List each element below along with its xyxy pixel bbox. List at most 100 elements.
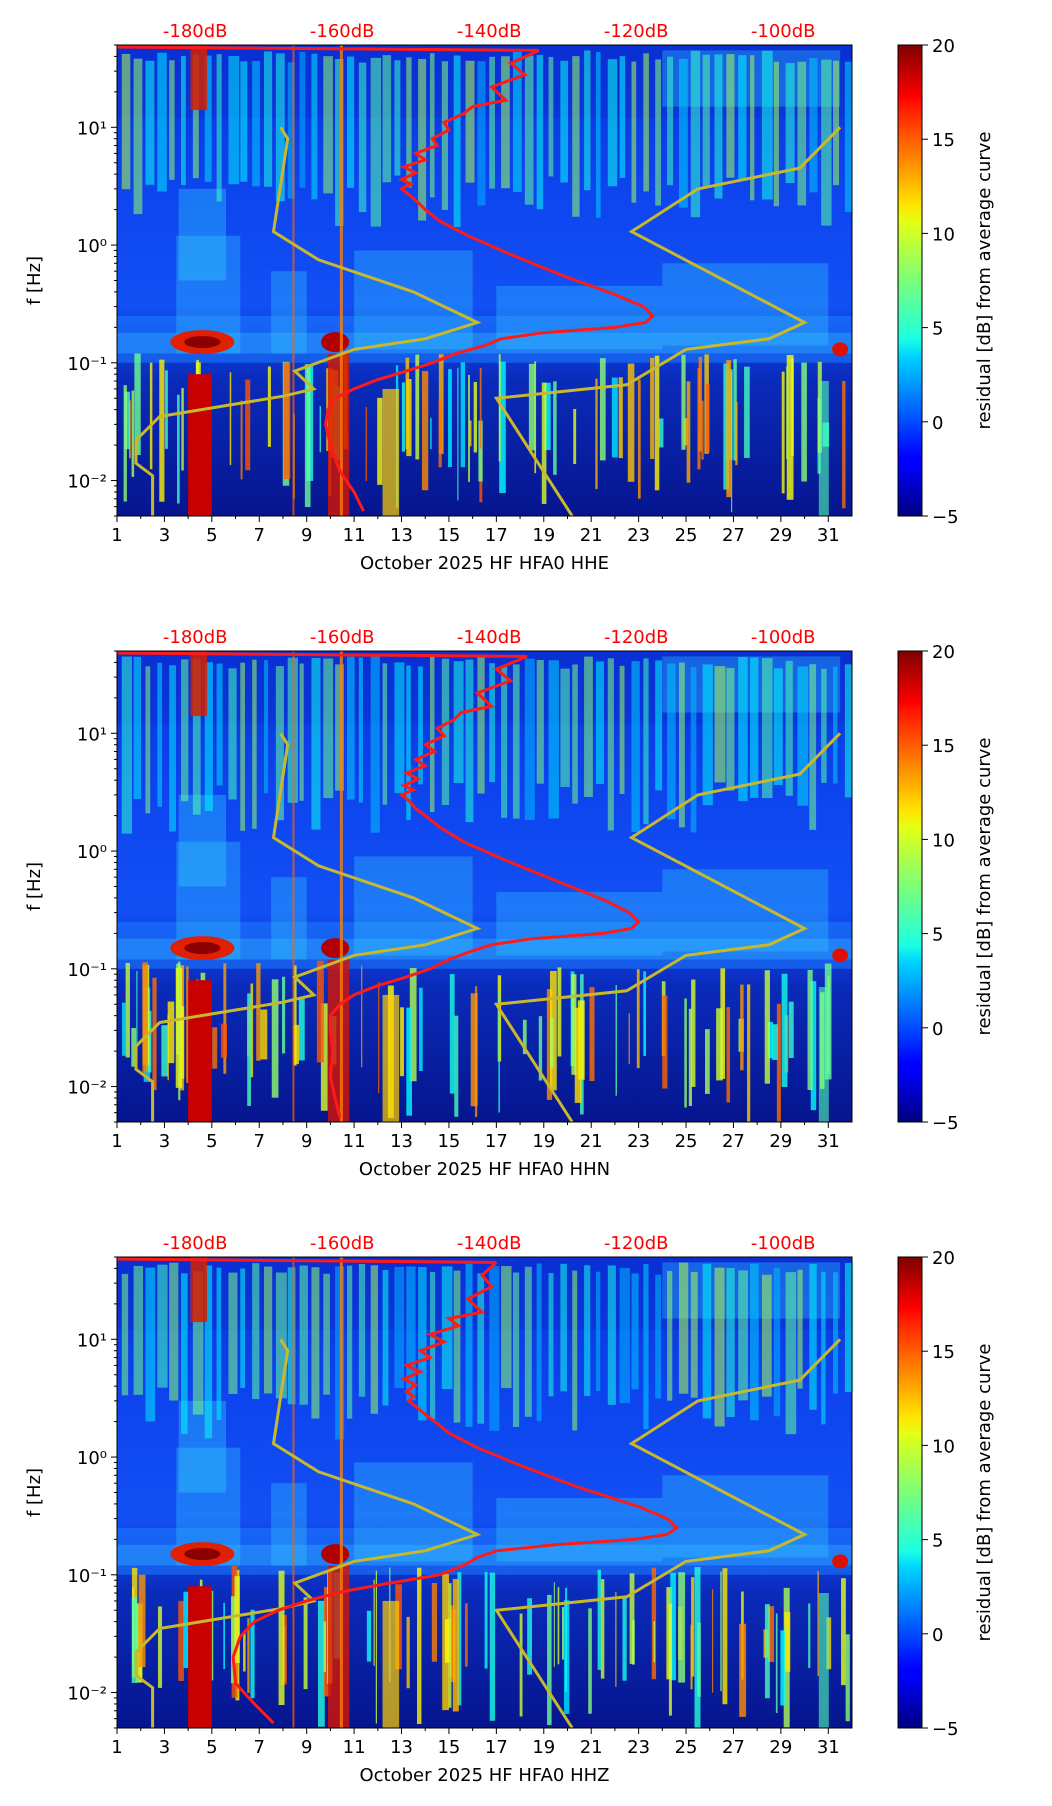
db-label: -120dB	[604, 1233, 669, 1254]
heatmap-stripe	[667, 1270, 673, 1401]
x-tick-label: 15	[437, 1131, 460, 1152]
heatmap-stripe	[275, 53, 285, 202]
heatmap-streak	[808, 1603, 811, 1668]
heatmap-stripe	[785, 63, 795, 184]
heatmap-stripe	[370, 57, 382, 227]
heatmap-streak	[366, 1610, 372, 1662]
heatmap-stripe	[465, 659, 474, 823]
heatmap-streak	[573, 408, 577, 465]
heatmap-stripe	[346, 656, 355, 800]
heatmap-streak	[842, 381, 846, 509]
heatmap-stripe	[489, 663, 496, 783]
x-tick-label: 13	[390, 525, 413, 546]
heatmap-streak	[739, 1623, 747, 1717]
heatmap-streak	[323, 1621, 326, 1672]
heatmap-streak	[747, 984, 751, 1122]
heatmap-streak	[243, 1632, 246, 1672]
heatmap-stripe	[299, 1265, 308, 1405]
x-tick-label: 9	[301, 525, 312, 546]
heatmap-stripe	[264, 660, 269, 794]
heatmap-streak	[278, 1570, 285, 1706]
x-tick-label: 17	[485, 1131, 508, 1152]
heatmap-streak	[764, 1604, 770, 1699]
colorbar	[897, 1256, 923, 1729]
heatmap-streak	[454, 1015, 459, 1117]
colorbar-tick-label: 15	[932, 736, 955, 757]
heatmap-stripe	[572, 56, 580, 217]
heatmap-stripe	[181, 659, 189, 802]
heatmap-hotspot	[818, 1593, 829, 1728]
noise-model-curve	[493, 1338, 842, 1729]
colorbar	[897, 650, 923, 1123]
heatmap-streak	[220, 1023, 228, 1058]
heatmap-stripe	[750, 55, 755, 201]
heatmap-band	[117, 1527, 852, 1575]
heatmap-stripe	[121, 53, 131, 190]
heatmap-stripe	[560, 668, 570, 787]
heatmap-stripe	[181, 1273, 188, 1434]
heatmap-hotspot	[818, 381, 829, 516]
heatmap-band	[117, 315, 852, 363]
heatmap-streak	[588, 1608, 592, 1714]
heatmap-streak	[561, 1607, 565, 1660]
heatmap-streak	[316, 960, 324, 1063]
heatmap-streak	[534, 361, 537, 474]
heatmap-streak	[546, 989, 553, 1100]
x-tick-label: 31	[817, 1737, 840, 1758]
db-label: -160dB	[310, 627, 375, 648]
heatmap-stripe	[441, 61, 448, 210]
heatmap-stripe	[323, 658, 334, 799]
heatmap-streak	[781, 973, 788, 1088]
heatmap-stripe	[548, 1272, 554, 1397]
x-tick-label: 23	[627, 1131, 650, 1152]
heatmap-stripe	[809, 1263, 817, 1410]
heatmap-streak	[470, 993, 478, 1107]
heatmap-stripe	[821, 1271, 826, 1425]
heatmap-stripe	[607, 59, 618, 187]
heatmap-streak	[595, 378, 598, 490]
heatmap-streak	[159, 359, 165, 502]
heatmap-stripe	[240, 61, 248, 182]
colorbar-tick-label: 15	[932, 130, 955, 151]
heatmap-streak	[223, 1602, 225, 1670]
heatmap-streak	[684, 998, 687, 1108]
heatmap-streak	[283, 362, 291, 480]
db-label: -120dB	[604, 627, 669, 648]
heatmap-streak	[690, 1624, 693, 1690]
y-axis-label: f [Hz]	[24, 1468, 45, 1517]
heatmap-stripe	[678, 1262, 689, 1394]
heatmap-stripe	[809, 58, 818, 193]
colorbar-tick-label: 10	[932, 1436, 955, 1457]
heatmap-streak	[304, 364, 311, 508]
heatmap-streak	[686, 381, 691, 483]
heatmap-streak	[776, 1003, 781, 1122]
heatmap-stripe	[690, 1271, 698, 1398]
heatmap-streak	[574, 1007, 582, 1103]
heatmap-streak	[460, 362, 466, 468]
heatmap-stripe	[311, 53, 318, 200]
heatmap-stripe	[181, 56, 186, 186]
heatmap-stripe	[536, 1263, 542, 1422]
x-tick-label: 9	[301, 1737, 312, 1758]
heatmap-streak	[247, 1618, 250, 1693]
heatmap-stripe	[619, 56, 626, 178]
heatmap-streak	[183, 1591, 190, 1669]
heatmap-stripe	[726, 1267, 735, 1417]
heatmap-stripe	[655, 1274, 662, 1399]
heatmap-stripe	[453, 55, 461, 228]
y-tick-label: 10⁰	[77, 1448, 107, 1469]
heatmap-hotspot	[321, 332, 350, 353]
x-tick-label: 11	[343, 1131, 366, 1152]
y-tick-label: 10⁻¹	[67, 1566, 107, 1587]
heatmap-streak	[373, 1579, 375, 1666]
heatmap-stripe	[761, 50, 773, 200]
y-tick-label: 10¹	[77, 724, 107, 745]
heatmap-streak	[791, 358, 794, 457]
heatmap-stripe	[441, 658, 450, 806]
heatmap-streak	[157, 1606, 163, 1688]
heatmap-hotspot	[190, 45, 208, 111]
heatmap-hotspot	[382, 1600, 400, 1728]
heatmap-streak	[538, 1016, 543, 1081]
heatmap-stripe	[631, 1273, 639, 1390]
heatmap-streak	[406, 1616, 410, 1689]
